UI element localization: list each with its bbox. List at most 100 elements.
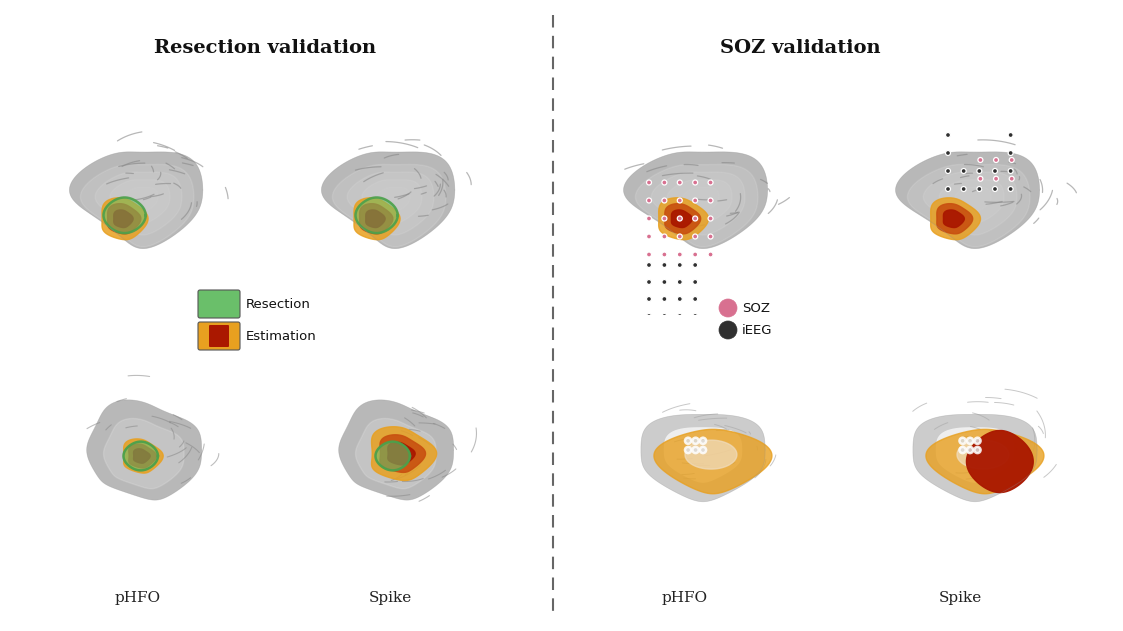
Circle shape bbox=[647, 180, 651, 185]
Circle shape bbox=[661, 262, 667, 268]
Polygon shape bbox=[86, 400, 202, 500]
Polygon shape bbox=[125, 187, 158, 211]
Circle shape bbox=[946, 168, 950, 174]
Circle shape bbox=[709, 234, 713, 239]
Polygon shape bbox=[124, 439, 163, 473]
Polygon shape bbox=[895, 152, 1040, 249]
Polygon shape bbox=[913, 415, 1038, 502]
Polygon shape bbox=[939, 180, 1004, 223]
Circle shape bbox=[693, 234, 697, 239]
Polygon shape bbox=[907, 165, 1030, 247]
Text: SOZ: SOZ bbox=[742, 302, 770, 314]
Polygon shape bbox=[651, 172, 745, 235]
Polygon shape bbox=[685, 440, 737, 469]
Circle shape bbox=[975, 447, 980, 453]
Polygon shape bbox=[124, 442, 158, 470]
Circle shape bbox=[977, 168, 982, 174]
Text: Spike: Spike bbox=[939, 591, 982, 605]
Polygon shape bbox=[129, 444, 156, 468]
Circle shape bbox=[994, 176, 998, 181]
Circle shape bbox=[700, 447, 706, 453]
Polygon shape bbox=[967, 430, 1033, 493]
Circle shape bbox=[994, 158, 998, 163]
Circle shape bbox=[693, 438, 699, 444]
Polygon shape bbox=[943, 210, 965, 228]
Circle shape bbox=[946, 133, 950, 138]
Polygon shape bbox=[926, 429, 1044, 493]
Circle shape bbox=[661, 252, 667, 257]
Polygon shape bbox=[113, 210, 134, 228]
Polygon shape bbox=[362, 180, 422, 223]
Polygon shape bbox=[356, 418, 436, 488]
Polygon shape bbox=[380, 435, 426, 473]
Circle shape bbox=[967, 438, 974, 444]
Circle shape bbox=[967, 447, 974, 453]
Polygon shape bbox=[81, 165, 194, 247]
Circle shape bbox=[677, 252, 683, 257]
Circle shape bbox=[946, 151, 950, 155]
Circle shape bbox=[647, 252, 651, 257]
Polygon shape bbox=[339, 400, 454, 500]
Circle shape bbox=[693, 314, 697, 319]
Circle shape bbox=[977, 187, 982, 191]
Circle shape bbox=[993, 168, 997, 174]
Polygon shape bbox=[665, 428, 741, 482]
Polygon shape bbox=[70, 152, 203, 249]
Polygon shape bbox=[321, 152, 455, 249]
Polygon shape bbox=[956, 187, 992, 211]
Circle shape bbox=[677, 180, 683, 185]
Circle shape bbox=[647, 216, 651, 221]
Polygon shape bbox=[654, 429, 772, 493]
Circle shape bbox=[693, 180, 697, 185]
Polygon shape bbox=[359, 204, 393, 234]
Polygon shape bbox=[659, 198, 709, 240]
Polygon shape bbox=[923, 172, 1017, 235]
Circle shape bbox=[647, 280, 651, 285]
Circle shape bbox=[1010, 158, 1014, 163]
Polygon shape bbox=[103, 198, 146, 233]
Circle shape bbox=[961, 168, 966, 174]
Polygon shape bbox=[110, 180, 170, 223]
Circle shape bbox=[677, 280, 683, 285]
Circle shape bbox=[1010, 176, 1014, 181]
Circle shape bbox=[677, 262, 683, 268]
Text: pHFO: pHFO bbox=[115, 591, 161, 605]
Circle shape bbox=[677, 234, 683, 239]
Circle shape bbox=[1008, 133, 1013, 138]
Polygon shape bbox=[665, 204, 701, 234]
Circle shape bbox=[661, 297, 667, 302]
Circle shape bbox=[647, 314, 651, 319]
FancyBboxPatch shape bbox=[209, 325, 229, 347]
Text: pHFO: pHFO bbox=[661, 591, 709, 605]
Polygon shape bbox=[95, 172, 182, 235]
Circle shape bbox=[709, 198, 713, 203]
Polygon shape bbox=[375, 442, 410, 470]
Circle shape bbox=[661, 234, 667, 239]
Circle shape bbox=[693, 297, 697, 302]
Polygon shape bbox=[134, 449, 150, 463]
Circle shape bbox=[993, 187, 997, 191]
Circle shape bbox=[719, 299, 737, 317]
Circle shape bbox=[693, 252, 697, 257]
Circle shape bbox=[719, 321, 737, 339]
FancyBboxPatch shape bbox=[198, 290, 240, 318]
Polygon shape bbox=[683, 187, 719, 211]
Text: Resection validation: Resection validation bbox=[154, 39, 376, 57]
Polygon shape bbox=[667, 180, 732, 223]
Polygon shape bbox=[672, 210, 692, 228]
Polygon shape bbox=[108, 204, 140, 234]
Circle shape bbox=[1008, 187, 1013, 191]
Circle shape bbox=[693, 447, 699, 453]
Circle shape bbox=[959, 447, 966, 453]
Polygon shape bbox=[937, 204, 973, 234]
Polygon shape bbox=[356, 198, 398, 233]
Circle shape bbox=[709, 180, 713, 185]
Polygon shape bbox=[376, 187, 410, 211]
Polygon shape bbox=[931, 198, 980, 240]
Polygon shape bbox=[387, 442, 416, 465]
Circle shape bbox=[677, 216, 683, 221]
Circle shape bbox=[647, 198, 651, 203]
Polygon shape bbox=[354, 198, 400, 240]
Circle shape bbox=[647, 234, 651, 239]
Text: Resection: Resection bbox=[246, 297, 311, 310]
